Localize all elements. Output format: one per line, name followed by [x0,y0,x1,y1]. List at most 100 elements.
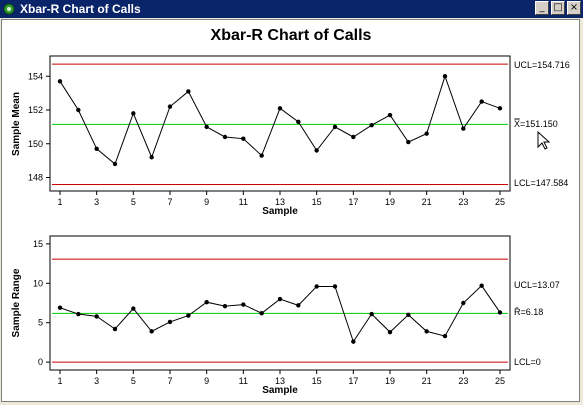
xbar-x-tick-label: 3 [94,197,99,207]
range-center-symbol: R̄ [514,307,521,317]
xbar-x-tick-label: 13 [275,197,285,207]
xbar-data-point [57,79,63,84]
range-x-tick-label: 23 [458,376,468,386]
range-ucl-label: UCL=13.07 [514,280,560,290]
xbar-data-point [296,119,301,125]
range-x-tick-label: 13 [275,376,285,386]
range-data-point [442,333,448,339]
range-data-point [149,329,154,334]
xbar-x-tick-label: 5 [131,197,136,207]
xbar-y-tick-label: 148 [28,173,43,183]
maximize-button[interactable]: □ [551,1,565,15]
range-x-tick-label: 21 [422,376,432,386]
range-data-point [479,283,484,288]
range-data-point [222,303,228,309]
range-x-tick-label: 25 [495,376,505,386]
xbar-plot-frame [49,55,511,192]
close-button[interactable]: × [567,1,581,15]
range-data-point [277,296,283,302]
range-data-point [94,314,99,319]
range-y-tick-label: 10 [33,278,43,288]
minimize-button[interactable]: _ [535,1,549,15]
range-x-tick-label: 1 [57,376,62,386]
range-data-point [497,310,503,315]
xbar-center-symbol: X̿ [514,118,520,129]
title-bar[interactable]: Xbar-R Chart of Calls _ □ × [0,0,583,18]
range-data-point [259,311,264,316]
xbar-y-tick-label: 154 [28,71,43,81]
xbar-data-point [314,148,319,153]
range-y-tick-label: 15 [33,239,43,249]
xbar-data-point [186,89,191,94]
range-lcl-label: LCL=0 [514,357,541,367]
range-x-tick-label: 15 [312,376,322,386]
range-data-point [369,311,374,317]
range-data-point [241,302,246,307]
range-data-point [186,313,191,318]
range-data-point [351,339,356,344]
xbar-x-tick-label: 25 [495,197,505,207]
range-data-point [387,329,393,335]
range-y-axis-label: Sample Range [11,268,22,337]
xbar-data-point [259,153,264,158]
xbar-data-point [241,136,246,141]
range-x-tick-label: 3 [94,376,99,386]
range-data-point [76,311,81,317]
xbar-panel: Sample Mean Sample UCL=154.716 X̿=151.15… [11,55,570,217]
range-data-point [314,284,319,289]
range-x-tick-label: 9 [204,376,209,386]
range-center-value: =6.18 [521,307,544,317]
xbar-x-tick-label: 7 [167,197,172,207]
xbar-data-point [149,155,154,160]
range-x-tick-label: 5 [131,376,136,386]
range-data-point [332,284,338,289]
xbar-center-label: X̿=151.150 [514,118,558,129]
xbar-data-point [442,74,448,79]
xbar-center-value: =151.150 [520,119,558,129]
xbar-data-point [112,161,118,167]
xbar-data-point [94,146,99,152]
range-x-tick-label: 7 [167,376,172,386]
chart-title: Xbar-R Chart of Calls [211,27,372,44]
xbar-x-tick-label: 9 [204,197,209,207]
chart-area: Xbar-R Chart of Calls Sample Mean Sample… [1,19,580,402]
range-x-axis-label: Sample [262,385,298,396]
range-data-point [57,305,63,310]
xbar-data-point [131,111,136,116]
xbar-x-tick-label: 11 [239,197,248,207]
window-title: Xbar-R Chart of Calls [20,2,141,16]
xbar-y-tick-label: 152 [28,105,43,115]
xbar-data-point [497,106,503,111]
mouse-cursor-icon [537,131,551,150]
range-data-point [296,303,301,308]
minitab-graph-icon [2,2,16,16]
range-data-point [406,312,411,318]
range-data-point [112,326,118,332]
xbar-data-point [387,112,393,118]
xbar-data-point [277,106,283,111]
xbar-x-tick-label: 15 [312,197,322,207]
xbar-r-chart: Xbar-R Chart of Calls Sample Mean Sample… [11,27,570,396]
range-data-point [204,300,209,305]
range-y-tick-label: 0 [38,357,43,367]
xbar-data-point [204,124,209,130]
xbar-lcl-label: LCL=147.584 [514,178,568,188]
range-center-label: R̄=6.18 [514,307,543,317]
range-data-point [424,329,429,334]
range-y-tick-label: 5 [38,318,43,328]
xbar-x-tick-label: 19 [385,197,395,207]
xbar-x-axis-label: Sample [262,206,298,217]
range-x-tick-label: 11 [239,376,248,386]
range-data-point [461,300,466,306]
range-plot-frame [49,235,511,371]
xbar-x-tick-label: 1 [57,197,62,207]
xbar-y-tick-label: 150 [28,139,43,149]
range-panel: Sample Range Sample UCL=13.07 R̄=6.18 LC… [11,235,560,396]
range-data-point [131,306,136,311]
xbar-x-tick-label: 17 [348,197,358,207]
xbar-x-tick-label: 23 [458,197,468,207]
xbar-data-point [222,134,228,140]
xbar-ucl-label: UCL=154.716 [514,60,570,70]
xbar-data-point [369,122,374,128]
xbar-data-point [332,124,338,130]
